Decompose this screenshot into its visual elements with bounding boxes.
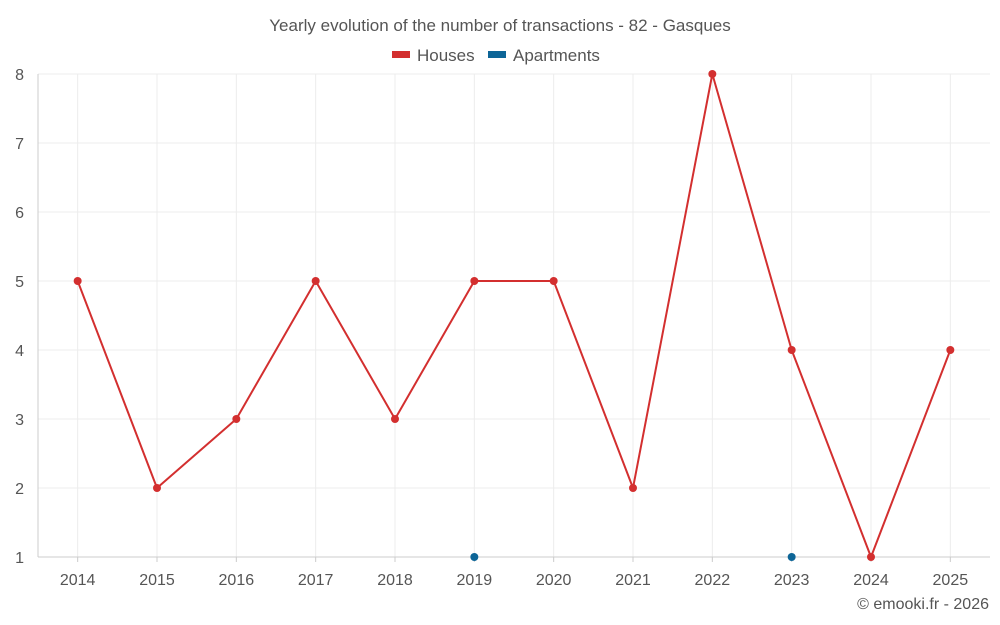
- grid: [38, 73, 990, 558]
- x-tick-label: 2019: [457, 572, 493, 589]
- series-line-houses: [76, 73, 952, 558]
- y-tick-label: 2: [15, 481, 24, 498]
- series: [73, 70, 955, 561]
- data-point-houses-2019[interactable]: [470, 277, 479, 285]
- data-point-houses-2025[interactable]: [946, 346, 955, 354]
- legend: Houses Apartments: [392, 46, 600, 65]
- y-tick-label: 7: [15, 136, 24, 153]
- x-tick-label: 2023: [774, 572, 810, 589]
- y-tick-label: 6: [15, 205, 24, 222]
- x-tick-label: 2025: [933, 572, 969, 589]
- y-tick-label: 3: [15, 412, 24, 429]
- legend-item-apartments[interactable]: Apartments: [488, 46, 600, 65]
- data-point-houses-2021[interactable]: [629, 484, 637, 492]
- data-point-apartments-2023[interactable]: [787, 553, 796, 561]
- data-point-houses-2014[interactable]: [73, 277, 82, 285]
- data-point-houses-2018[interactable]: [391, 415, 399, 423]
- x-tick-label: 2016: [219, 572, 255, 589]
- legend-swatch-apartments: [488, 51, 506, 58]
- x-tick-label: 2014: [60, 572, 96, 589]
- data-point-houses-2022[interactable]: [708, 70, 717, 78]
- data-point-houses-2023[interactable]: [787, 346, 796, 354]
- data-point-houses-2020[interactable]: [549, 277, 558, 285]
- legend-label-houses: Houses: [417, 46, 475, 65]
- x-tick-label: 2024: [853, 572, 889, 589]
- data-point-houses-2024[interactable]: [867, 553, 875, 561]
- data-point-houses-2017[interactable]: [311, 277, 320, 285]
- credit-text: © emooki.fr - 2026: [857, 596, 989, 613]
- chart-title: Yearly evolution of the number of transa…: [269, 16, 730, 35]
- x-tick-label: 2020: [536, 572, 572, 589]
- data-point-houses-2015[interactable]: [153, 484, 161, 492]
- x-tick-label: 2018: [377, 572, 413, 589]
- data-point-houses-2016[interactable]: [232, 415, 241, 423]
- x-tick-label: 2022: [695, 572, 731, 589]
- legend-item-houses[interactable]: Houses: [392, 46, 475, 65]
- data-point-apartments-2019[interactable]: [470, 553, 479, 561]
- y-tick-label: 5: [15, 274, 24, 291]
- y-tick-label: 8: [15, 67, 24, 84]
- x-tick-label: 2017: [298, 572, 334, 589]
- legend-swatch-houses: [392, 51, 410, 58]
- legend-label-apartments: Apartments: [513, 46, 600, 65]
- axes: 1 2 3 4 5 6 7 8 2014 2015 2016 2017 2018 2019 2020 2021…: [15, 67, 990, 589]
- x-tick-label: 2021: [615, 572, 651, 589]
- x-tick-label: 2015: [139, 572, 175, 589]
- y-tick-label: 4: [15, 343, 24, 360]
- y-tick-label: 1: [15, 550, 24, 567]
